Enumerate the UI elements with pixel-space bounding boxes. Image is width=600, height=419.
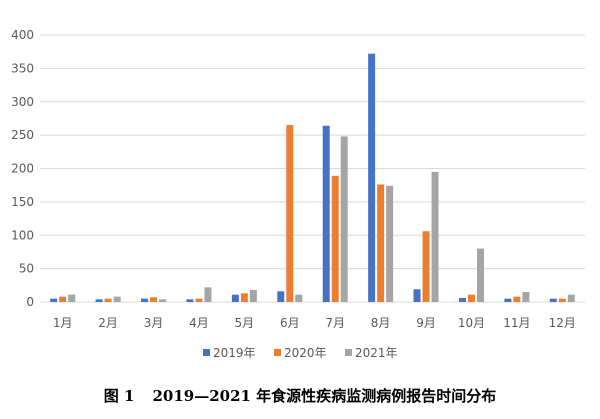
bar (277, 291, 285, 302)
y-tick-label: 0 (26, 295, 34, 309)
y-tick-label: 350 (11, 61, 34, 75)
bar (204, 287, 212, 302)
bar-chart: 0 50 100 150 200 250 300 350 400 1月 2月 3月 4月 5月 6月 7月 8… (11, 28, 585, 360)
legend-swatch (203, 349, 210, 356)
legend-label: 2019年 (213, 346, 256, 360)
legend-swatch (345, 349, 352, 356)
bar (413, 289, 421, 302)
bar (322, 125, 330, 302)
y-tick-label: 400 (11, 28, 34, 42)
bar (68, 294, 76, 302)
y-tick-label: 100 (11, 228, 34, 242)
bar (377, 184, 385, 302)
bar (113, 296, 121, 302)
bar (504, 298, 512, 302)
x-tick-label: 2月 (98, 316, 118, 330)
x-tick-label: 5月 (235, 316, 255, 330)
y-axis-ticks: 0 50 100 150 200 250 300 350 400 (11, 28, 34, 309)
bar (513, 296, 521, 302)
bar (458, 297, 466, 302)
bar (340, 136, 348, 302)
bar (231, 294, 239, 302)
bar (59, 296, 67, 302)
bar (104, 298, 112, 302)
bar (141, 298, 149, 302)
bar (95, 299, 103, 302)
x-tick-label: 6月 (280, 316, 300, 330)
x-tick-label: 12月 (549, 316, 576, 330)
bar (186, 299, 194, 302)
bar (249, 289, 257, 302)
bar (549, 298, 557, 302)
y-tick-label: 150 (11, 195, 34, 209)
x-tick-label: 9月 (416, 316, 436, 330)
bar (150, 297, 158, 302)
bar (368, 53, 376, 302)
bar (331, 175, 339, 302)
legend-swatch (274, 349, 281, 356)
x-tick-label: 8月 (371, 316, 391, 330)
x-tick-label: 1月 (53, 316, 73, 330)
legend-label: 2020年 (284, 346, 327, 360)
y-tick-label: 50 (19, 262, 34, 276)
x-tick-label: 10月 (458, 316, 485, 330)
x-axis-ticks: 1月 2月 3月 4月 5月 6月 7月 8月 9月 10月 11月 12月 (53, 316, 576, 330)
legend: 2019年 2020年 2021年 (203, 346, 398, 360)
x-tick-label: 11月 (503, 316, 530, 330)
bar (386, 185, 394, 302)
figure-caption-text: 2019—2021 年食源性疾病监测病例报告时间分布 (152, 387, 497, 405)
bars (50, 53, 575, 302)
y-tick-label: 250 (11, 128, 34, 142)
bar (567, 294, 575, 302)
x-tick-label: 4月 (189, 316, 209, 330)
y-tick-label: 300 (11, 95, 34, 109)
bar (159, 299, 167, 302)
bar (476, 248, 484, 302)
bar (558, 298, 566, 302)
bar (240, 293, 248, 302)
bar (295, 294, 303, 302)
bar (522, 291, 530, 302)
bar (195, 298, 203, 302)
bar (50, 298, 58, 302)
bar (422, 231, 430, 302)
x-tick-label: 3月 (144, 316, 164, 330)
bar (286, 125, 294, 302)
gridlines (40, 34, 585, 303)
legend-label: 2021年 (355, 346, 398, 360)
figure-number: 图 1 (103, 387, 135, 405)
bar (431, 171, 439, 302)
x-tick-label: 7月 (325, 316, 345, 330)
bar (467, 294, 475, 302)
figure-caption: 图 1 2019—2021 年食源性疾病监测病例报告时间分布 (0, 385, 600, 406)
y-tick-label: 200 (11, 162, 34, 176)
